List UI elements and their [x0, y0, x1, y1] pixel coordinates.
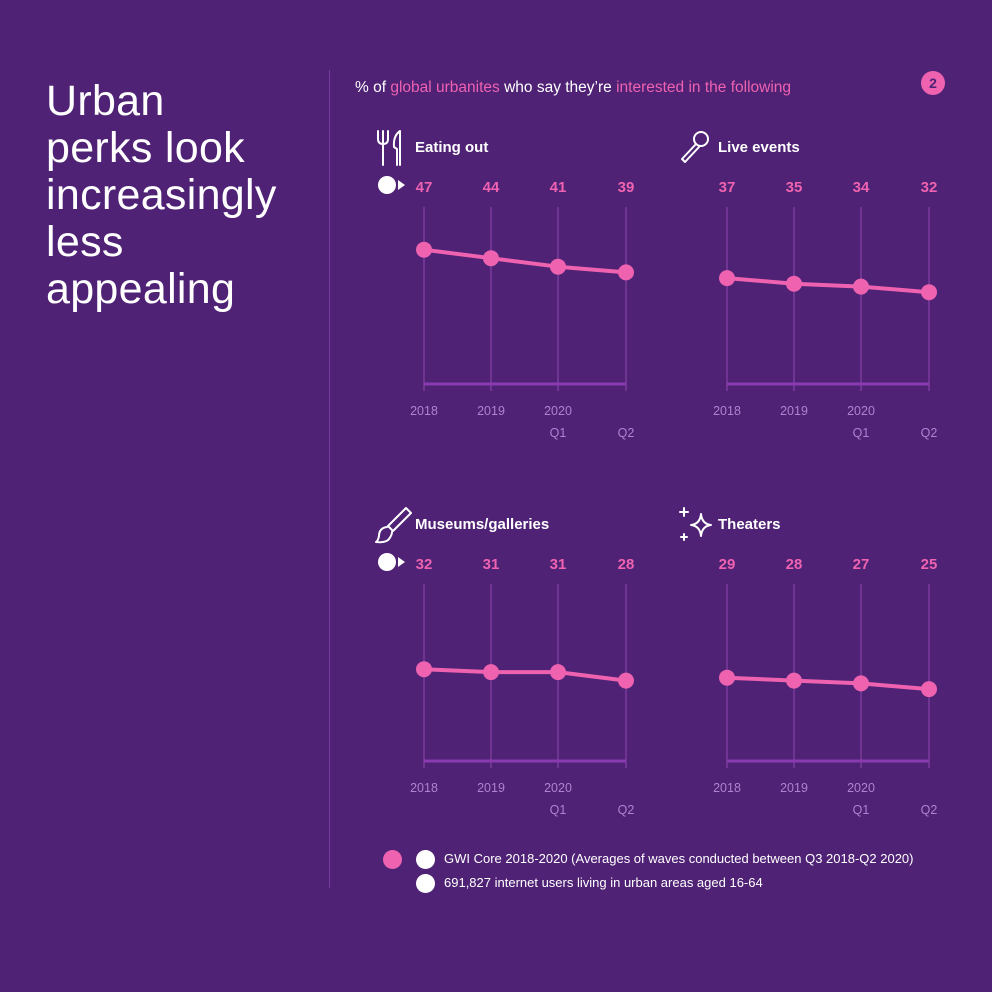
value-label: 28 — [618, 556, 635, 573]
value-legend-arrow-icon — [398, 557, 405, 567]
headline-line: appealing — [46, 265, 236, 313]
x-tick-label: Q1 — [853, 426, 870, 440]
x-tick-label: 2018 — [713, 781, 741, 795]
x-tick-label: Q2 — [921, 803, 938, 817]
series-line — [423, 667, 627, 683]
x-tick-label: 2018 — [713, 404, 741, 418]
microphone-icon-head — [693, 131, 709, 147]
subtitle-highlight: global urbanites — [390, 79, 500, 96]
value-label: 35 — [786, 179, 803, 196]
paintbrush-icon — [375, 507, 412, 544]
series-line — [423, 247, 627, 275]
source-icon — [383, 850, 402, 869]
data-point — [853, 278, 869, 295]
chart-subtitle: % of global urbanites who say they’re in… — [355, 79, 791, 97]
series-line — [726, 675, 930, 692]
value-label: 29 — [719, 556, 736, 573]
x-tick-label: 2018 — [410, 781, 438, 795]
data-point — [921, 284, 937, 301]
data-point — [483, 664, 499, 681]
x-tick-label: Q2 — [618, 803, 635, 817]
info-icon — [416, 850, 435, 869]
value-label: 32 — [416, 556, 433, 573]
microphone-icon-stroke — [681, 143, 700, 163]
x-tick-label: 2019 — [477, 781, 505, 795]
value-label: 39 — [618, 179, 635, 196]
value-label: 47 — [416, 179, 433, 196]
sparkle-icon-stroke — [679, 507, 689, 541]
x-tick-label: Q1 — [853, 803, 870, 817]
value-label: 37 — [719, 179, 736, 196]
headline-line: less — [46, 218, 124, 266]
value-label: 27 — [853, 556, 870, 573]
data-point — [550, 258, 566, 275]
data-point — [483, 250, 499, 267]
data-point — [853, 675, 869, 692]
vertical-divider — [329, 70, 330, 888]
headline: Urban perks look increasingly less appea… — [46, 78, 316, 313]
data-point — [786, 275, 802, 292]
data-point — [618, 264, 634, 281]
value-label: 25 — [921, 556, 938, 573]
value-label: 32 — [921, 179, 938, 196]
value-label: 28 — [786, 556, 803, 573]
subtitle-highlight: interested in the following — [616, 79, 792, 96]
x-tick-label: Q2 — [618, 426, 635, 440]
x-tick-label: 2020 — [847, 781, 875, 795]
footnote-base: 691,827 internet users living in urban a… — [444, 875, 763, 890]
x-tick-label: 2019 — [477, 404, 505, 418]
value-legend-arrow-icon — [398, 180, 405, 190]
value-legend-icon — [378, 176, 396, 194]
microphone-icon — [681, 131, 709, 163]
sparkle-icon — [679, 507, 712, 541]
data-point — [921, 681, 937, 698]
data-point — [550, 664, 566, 681]
value-label: 44 — [483, 179, 500, 196]
chart-panel: Museums/galleries 32 31 31 28 2018 2019 2020 Q1 Q… — [375, 507, 635, 817]
paintbrush-icon-stroke — [375, 526, 393, 544]
chart-title: Eating out — [415, 139, 488, 156]
x-tick-label: 2020 — [544, 404, 572, 418]
chart-panel: Live events 37 35 34 32 2018 2019 2020 Q1 Q2 — [681, 131, 938, 440]
footnote-source: GWI Core 2018-2020 (Averages of waves co… — [444, 851, 914, 866]
paintbrush-icon-stroke — [387, 507, 412, 532]
x-tick-label: Q1 — [550, 803, 567, 817]
value-legend-icon — [378, 553, 396, 571]
x-tick-label: 2020 — [847, 404, 875, 418]
x-tick-label: 2018 — [410, 404, 438, 418]
chart-panel: Theaters 29 28 27 25 2018 2019 2020 Q1 Q2 — [679, 507, 938, 817]
chart-panel: Eating out 47 44 41 39 2018 2019 2020 Q1 Q2 — [377, 130, 635, 440]
cutlery-icon-stroke — [377, 130, 389, 166]
x-tick-label: 2020 — [544, 781, 572, 795]
chart-title: Museums/galleries — [415, 516, 549, 533]
data-point — [786, 672, 802, 689]
data-point — [416, 241, 432, 258]
data-point — [719, 270, 735, 287]
sparkle-icon-stroke — [690, 513, 712, 537]
value-label: 31 — [483, 556, 500, 573]
data-point — [618, 672, 634, 689]
value-label: 34 — [853, 179, 870, 196]
cutlery-icon — [377, 130, 401, 166]
headline-line: perks look — [46, 124, 245, 172]
value-label: 41 — [550, 179, 567, 196]
headline-line: increasingly — [46, 171, 277, 219]
value-label: 31 — [550, 556, 567, 573]
chart-title: Theaters — [718, 516, 781, 533]
chart-title: Live events — [718, 139, 800, 156]
subtitle-text: who say they’re — [499, 79, 617, 96]
data-point — [416, 661, 432, 678]
subtitle-text: % of — [355, 79, 391, 96]
x-tick-label: Q1 — [550, 426, 567, 440]
series-line — [726, 276, 930, 295]
x-tick-label: Q2 — [921, 426, 938, 440]
data-point — [719, 669, 735, 686]
page-number-badge: 2 — [921, 71, 945, 95]
x-tick-label: 2019 — [780, 404, 808, 418]
headline-line: Urban — [46, 77, 165, 125]
x-tick-label: 2019 — [780, 781, 808, 795]
people-icon — [416, 874, 435, 893]
cutlery-icon-stroke — [392, 130, 401, 166]
